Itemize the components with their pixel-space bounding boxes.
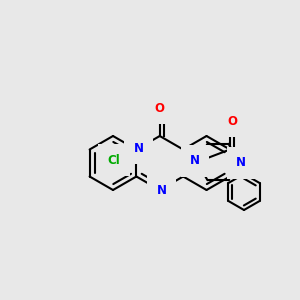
Text: N: N — [134, 142, 143, 155]
Text: N: N — [190, 154, 200, 167]
Text: Cl: Cl — [108, 154, 121, 166]
Text: O: O — [227, 115, 237, 128]
Text: N: N — [236, 157, 246, 169]
Text: O: O — [155, 101, 165, 115]
Text: N: N — [157, 184, 167, 197]
